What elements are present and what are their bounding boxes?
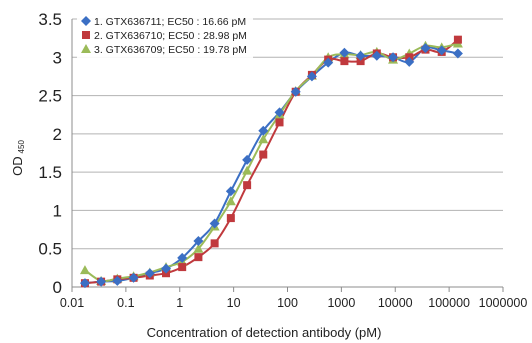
y-tick-labels: 0 0.5 1 1.5 2 2.5 3 3.5 <box>38 10 62 297</box>
legend-box <box>77 14 253 64</box>
data-point-series-1 <box>225 186 236 197</box>
data-point-series-1 <box>128 272 139 283</box>
data-point-series-1 <box>258 125 269 136</box>
data-point-series-3 <box>225 196 236 206</box>
x-tick-label: 0.01 <box>60 296 84 310</box>
legend-marker-series-3 <box>81 44 91 53</box>
data-point-series-1 <box>323 57 334 68</box>
x-tick-label: 1000000 <box>479 296 528 310</box>
data-point-series-1 <box>355 50 366 61</box>
y-tick-label: 1 <box>53 201 62 220</box>
axes <box>71 19 504 292</box>
x-tick-label: 1000 <box>327 296 355 310</box>
y-axis-title-main: OD <box>10 156 25 176</box>
data-point-series-1 <box>290 86 301 97</box>
x-tick-labels: 0.01 0.1 1 10 100 1000 10000 100000 1000000 <box>60 296 528 310</box>
x-tick-label: 1 <box>176 296 183 310</box>
data-point-series-1 <box>339 47 350 58</box>
data-point-series-2 <box>178 263 187 272</box>
data-point-series-1 <box>404 56 415 67</box>
data-point-series-1 <box>79 278 90 289</box>
data-point-series-1 <box>306 71 317 82</box>
data-point-series-1 <box>112 275 123 286</box>
y-tick-label: 0 <box>53 278 62 297</box>
fit-curve-series-2 <box>84 38 459 285</box>
x-tick-label: 10 <box>227 296 241 310</box>
data-point-series-2 <box>226 214 235 223</box>
fit-curve-series-3 <box>84 42 459 283</box>
data-point-series-2 <box>275 118 284 127</box>
data-point-series-2 <box>453 35 462 44</box>
data-point-series-1 <box>452 48 463 59</box>
data-point-series-1 <box>177 252 188 263</box>
data-point-series-1 <box>274 107 285 118</box>
legend-label: 3. GTX636709; EC50 : 19.78 pM <box>94 44 247 56</box>
data-points <box>79 35 463 289</box>
x-tick-label: 10000 <box>378 296 413 310</box>
y-axis-title-group: OD 450 <box>10 140 26 176</box>
legend-marker-series-1 <box>81 16 91 26</box>
y-axis-title: OD 450 <box>10 140 26 176</box>
legend-label: 1. GTX636711; EC50 : 16.66 pM <box>94 16 246 28</box>
legend-label: 2. GTX636710; EC50 : 28.98 pM <box>94 30 247 42</box>
data-point-series-1 <box>436 45 447 56</box>
y-tick-label: 3 <box>53 48 62 67</box>
data-point-series-3 <box>193 243 204 253</box>
data-point-series-1 <box>242 154 253 165</box>
x-tick-label: 100000 <box>428 296 470 310</box>
y-tick-label: 1.5 <box>38 163 62 182</box>
y-tick-label: 3.5 <box>38 10 62 29</box>
y-axis-title-subscript: 450 <box>17 140 26 154</box>
data-point-series-3 <box>242 165 253 175</box>
data-point-series-2 <box>356 57 365 66</box>
y-tick-label: 0.5 <box>38 240 62 259</box>
data-point-series-1 <box>420 43 431 54</box>
data-point-series-3 <box>258 134 269 144</box>
data-point-series-2 <box>243 181 252 190</box>
data-point-series-1 <box>209 218 220 229</box>
fit-curve-series-1 <box>84 46 459 285</box>
x-axis-title: Concentration of detection antibody (pM) <box>147 325 382 340</box>
data-point-series-1 <box>144 268 155 279</box>
data-point-series-2 <box>340 57 349 66</box>
x-tick-label: 0.1 <box>117 296 134 310</box>
data-point-series-1 <box>371 50 382 61</box>
data-point-series-2 <box>210 239 219 248</box>
y-tick-label: 2.5 <box>38 87 62 106</box>
y-tick-label: 2 <box>53 125 62 144</box>
data-point-series-2 <box>194 253 203 262</box>
data-point-series-1 <box>193 236 204 247</box>
data-point-series-2 <box>259 150 268 159</box>
legend-marker-series-2 <box>82 31 90 39</box>
x-tick-label: 100 <box>277 296 298 310</box>
fit-curves <box>84 38 459 285</box>
data-point-series-1 <box>388 52 399 63</box>
data-point-series-3 <box>79 265 90 275</box>
legend: 1. GTX636711; EC50 : 16.66 pM 2. GTX63671… <box>77 14 253 64</box>
data-point-series-1 <box>96 276 107 287</box>
data-point-series-1 <box>161 263 172 274</box>
